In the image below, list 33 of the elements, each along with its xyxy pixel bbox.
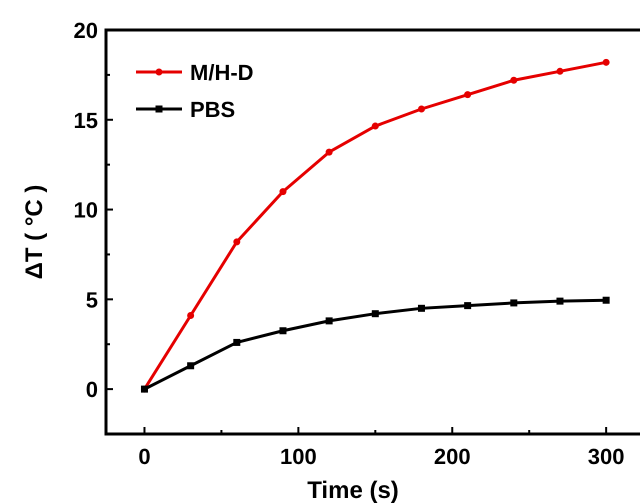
point [372, 122, 379, 130]
point [233, 238, 240, 246]
x-tick-label: 100 [280, 444, 317, 469]
y-tick-label: 5 [86, 287, 98, 312]
point [326, 148, 333, 156]
x-tick-label: 200 [434, 444, 471, 469]
y-tick-label: 0 [86, 377, 98, 402]
point [556, 298, 564, 305]
point [464, 91, 472, 98]
point [279, 188, 286, 196]
point [418, 106, 425, 113]
point [372, 310, 379, 318]
point [464, 302, 472, 310]
y-tick-label: 20 [74, 18, 98, 43]
legend-label: PBS [190, 97, 236, 122]
point [279, 327, 286, 334]
point [418, 304, 425, 312]
x-tick-label: 300 [588, 444, 625, 469]
point [602, 296, 610, 304]
legend-label: M/H-D [190, 60, 254, 85]
point [326, 317, 333, 324]
point [233, 338, 240, 346]
y-tick-label: 15 [74, 108, 98, 133]
point [510, 299, 518, 306]
x-axis-title: Time (s) [307, 477, 399, 504]
point [602, 58, 610, 66]
point [187, 362, 194, 370]
point [556, 68, 564, 75]
y-tick-label: 10 [74, 198, 98, 223]
x-tick-label: 0 [138, 444, 151, 469]
point [187, 312, 194, 319]
y-axis-title: ΔT ( °C ) [21, 184, 48, 280]
point [510, 76, 518, 84]
